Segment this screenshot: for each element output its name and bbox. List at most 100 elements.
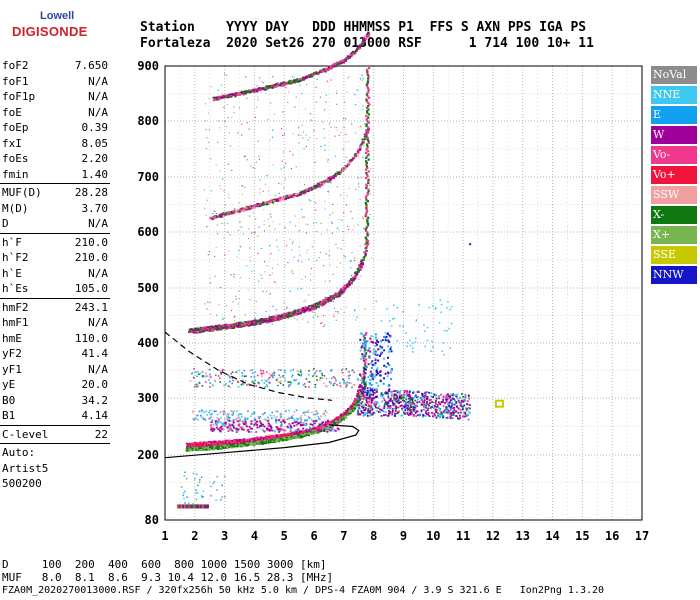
second-hop-mark — [292, 310, 296, 313]
spread-f-mark — [439, 403, 442, 406]
param-name: foF2 — [2, 59, 29, 72]
spread-f-mark — [393, 399, 396, 402]
background-echo-mark — [332, 203, 334, 205]
spread-f-mark — [360, 410, 363, 412]
spread-f-mark — [380, 414, 383, 417]
second-hop-mark — [350, 277, 353, 280]
spread-f-mark — [426, 339, 429, 342]
spread-f-mark — [452, 410, 455, 412]
f2-extraordinary-mark — [342, 418, 346, 421]
second-hop-mark — [356, 267, 359, 270]
spread-f-mark — [385, 335, 388, 338]
multihop-echo-mark — [296, 378, 298, 381]
background-echo-mark — [308, 294, 310, 296]
second-hop-mark — [244, 323, 248, 325]
multihop-echo-mark — [196, 385, 198, 388]
spread-f-mark — [376, 338, 379, 341]
spread-f-mark — [364, 372, 367, 375]
background-echo-mark — [307, 223, 309, 225]
third-hop-mark — [284, 197, 288, 200]
multihop-echo-mark — [315, 370, 318, 372]
spread-f-mark — [365, 397, 368, 400]
third-hop-mark — [308, 188, 312, 191]
oblique-echo-mark — [262, 430, 265, 433]
spread-f-mark — [433, 412, 436, 415]
f2-extraordinary-mark — [309, 430, 313, 433]
multihop-echo-mark — [308, 381, 311, 383]
background-echo-mark — [226, 212, 228, 215]
third-hop-mark — [252, 206, 255, 209]
oblique-echo-mark — [292, 414, 295, 416]
oblique-echo-mark — [210, 421, 213, 423]
oblique-echo-mark — [269, 414, 272, 417]
background-echo-mark — [297, 288, 299, 290]
spread-f-mark — [370, 400, 373, 402]
fourth-hop-mark — [271, 87, 274, 89]
background-echo-mark — [215, 164, 217, 166]
background-echo-mark — [303, 216, 305, 218]
background-echo-mark — [339, 262, 341, 264]
second-hop-mark — [252, 323, 255, 326]
spread-f-mark — [431, 401, 434, 404]
multihop-echo-mark — [220, 373, 223, 375]
background-echo-mark — [260, 80, 263, 82]
oblique-echo-mark — [311, 411, 313, 414]
f2-extraordinary-mark — [341, 416, 344, 419]
multihop-echo-mark — [283, 369, 286, 372]
f2-extraordinary-mark — [211, 448, 214, 451]
spread-f-mark — [358, 407, 361, 410]
second-hop-mark — [309, 307, 313, 310]
third-hop-mark — [293, 194, 296, 197]
multihop-echo-mark — [205, 372, 208, 374]
oblique-echo-mark — [251, 413, 254, 415]
spread-f-mark — [379, 374, 382, 377]
background-echo-mark — [303, 148, 305, 150]
spread-f-mark — [421, 403, 424, 406]
background-echo-mark — [291, 242, 293, 244]
es-scatter-mark — [221, 484, 224, 487]
multihop-echo-mark — [229, 386, 232, 389]
oblique-echo-mark — [261, 413, 264, 415]
spread-f-mark — [374, 333, 377, 336]
f2-extraordinary-mark — [317, 431, 320, 434]
second-hop-mark — [330, 297, 334, 300]
es-scatter-mark — [182, 494, 184, 497]
second-hop-mark — [242, 325, 245, 327]
oblique-echo-mark — [295, 409, 298, 412]
spread-f-mark — [406, 411, 409, 414]
second-hop-mark — [283, 312, 286, 315]
third-hop-mark — [352, 157, 355, 160]
spread-f-mark — [463, 396, 466, 399]
param-row: hmF2 243.1 — [0, 300, 110, 316]
es-scatter-mark — [194, 478, 196, 480]
oblique-echo-mark — [216, 421, 219, 424]
oblique-echo-mark — [328, 429, 331, 432]
background-echo-mark — [292, 272, 294, 274]
spread-f-mark — [448, 397, 451, 400]
f2-extraordinary-mark — [230, 444, 233, 447]
multihop-echo-mark — [294, 379, 297, 382]
f2-ordinary-mark — [245, 438, 248, 441]
second-hop-mark — [357, 269, 360, 272]
multihop-echo-mark — [316, 379, 318, 381]
upper-cusp-mark — [366, 131, 370, 134]
spread-f-mark — [384, 411, 387, 414]
spread-f-mark — [368, 395, 371, 398]
oblique-echo-mark — [250, 431, 253, 433]
f2-ordinary-mark — [287, 435, 290, 438]
param-name: foF1p — [2, 90, 36, 103]
third-hop-mark — [320, 181, 324, 184]
background-echo-mark — [349, 260, 352, 263]
es-scatter-mark — [215, 499, 217, 501]
spread-f-mark — [417, 414, 419, 417]
spread-f-mark — [423, 408, 425, 411]
spread-f-mark — [409, 408, 412, 411]
spread-f-mark — [443, 409, 446, 412]
spread-f-mark — [412, 347, 414, 349]
f2-extraordinary-mark — [205, 448, 209, 451]
background-echo-mark — [359, 126, 361, 128]
fourth-hop-mark — [362, 36, 366, 39]
spread-f-mark — [402, 411, 405, 414]
third-hop-mark — [271, 201, 275, 204]
spread-f-mark — [445, 411, 448, 414]
